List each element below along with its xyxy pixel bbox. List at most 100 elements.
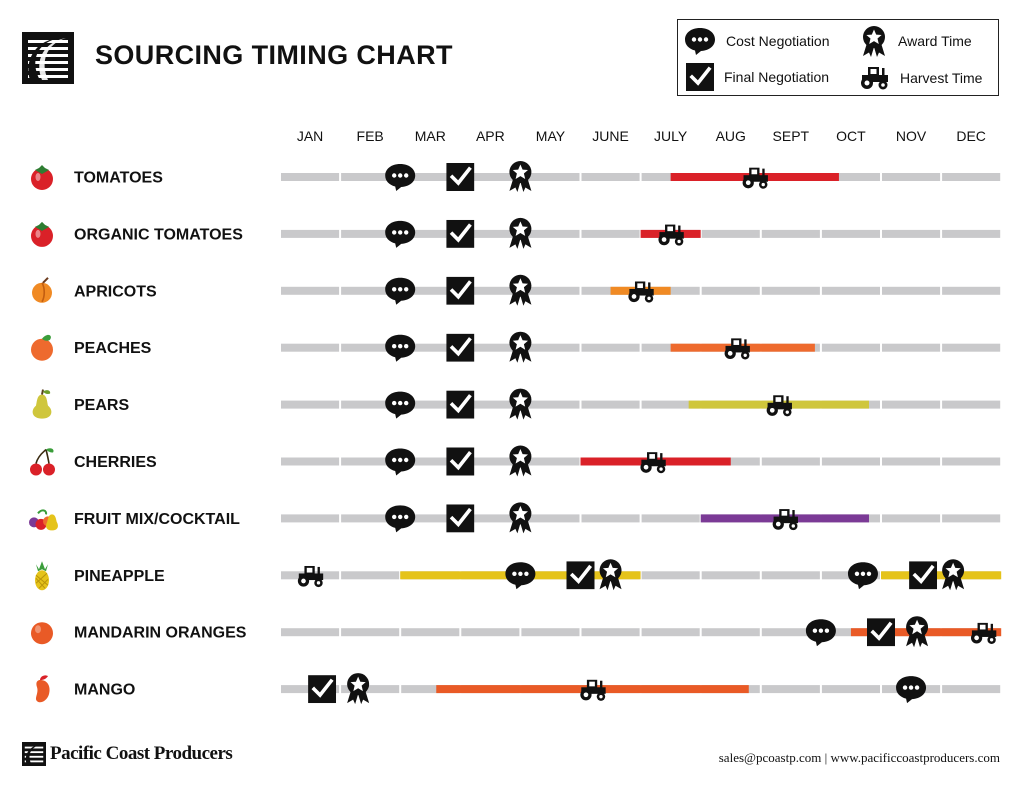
award-marker xyxy=(599,559,622,591)
award-marker xyxy=(509,217,532,249)
track-segment xyxy=(521,457,580,466)
row-pineapple: PINEAPPLE xyxy=(35,559,1002,591)
legend: Cost Negotiation Final Negotiation Award… xyxy=(677,19,999,96)
track-segment xyxy=(341,400,400,409)
harvest-marker xyxy=(772,509,798,531)
track-segment xyxy=(821,286,880,295)
final-marker xyxy=(446,504,475,533)
month-label-june: JUNE xyxy=(592,128,629,144)
cost-marker xyxy=(505,562,536,590)
track-segment xyxy=(401,685,460,694)
month-label-may: MAY xyxy=(536,128,566,144)
row-label: MANDARIN ORANGES xyxy=(74,625,247,642)
track-segment xyxy=(882,229,941,238)
final-marker xyxy=(867,618,895,647)
peach-icon xyxy=(31,334,53,361)
footer-email[interactable]: sales@pcoastp.com xyxy=(718,750,822,765)
row-mango: MANGO xyxy=(36,673,1001,705)
award-ribbon-icon xyxy=(863,26,885,57)
track-segment xyxy=(581,229,640,238)
award-marker xyxy=(509,274,532,306)
final-marker xyxy=(446,333,475,362)
track-segment xyxy=(341,286,400,295)
track-segment xyxy=(701,286,760,295)
track-segment xyxy=(701,571,760,580)
track-segment xyxy=(882,400,941,409)
track-segment xyxy=(821,229,880,238)
harvest-bar xyxy=(881,571,1002,580)
orange-icon xyxy=(31,622,53,645)
harvest-marker xyxy=(970,622,997,644)
track-segment xyxy=(341,173,400,181)
track-segment xyxy=(821,685,880,694)
row-label: APRICOTS xyxy=(74,283,157,300)
track-segment xyxy=(942,173,1001,181)
row-apricots: APRICOTS xyxy=(32,274,1001,306)
track-segment xyxy=(401,514,460,523)
row-label: TOMATOES xyxy=(74,170,163,187)
month-label-mar: MAR xyxy=(415,128,446,144)
footer-brand: Pacific Coast Producers xyxy=(50,743,233,764)
award-marker xyxy=(942,559,965,591)
harvest-marker xyxy=(724,338,750,360)
track-segment xyxy=(942,457,1001,466)
harvest-marker xyxy=(297,565,324,588)
harvest-marker xyxy=(580,679,606,701)
page-title: SOURCING TIMING CHART xyxy=(95,40,453,70)
track-segment xyxy=(281,628,340,637)
track-segment xyxy=(521,173,580,181)
month-label-feb: FEB xyxy=(357,128,384,144)
track-segment xyxy=(821,343,880,352)
tractor-icon xyxy=(861,67,888,90)
cost-marker xyxy=(385,220,416,248)
company-logo xyxy=(22,32,74,84)
track-segment xyxy=(341,571,400,580)
track-segment xyxy=(521,286,580,295)
cost-marker xyxy=(805,619,836,647)
cost-marker xyxy=(896,676,927,704)
track-segment xyxy=(341,457,400,466)
track-segment xyxy=(761,685,820,694)
track-segment xyxy=(641,343,700,352)
track-segment xyxy=(882,457,941,466)
track-segment xyxy=(882,173,941,181)
row-label: MANGO xyxy=(74,682,135,699)
track-segment xyxy=(761,286,820,295)
row-peaches: PEACHES xyxy=(31,331,1001,363)
final-marker xyxy=(446,219,475,248)
footer-logo-mark xyxy=(22,742,46,766)
cost-marker xyxy=(385,334,416,362)
row-label: ORGANIC TOMATOES xyxy=(74,226,243,243)
track-segment xyxy=(281,229,340,238)
track-segment xyxy=(341,229,400,238)
legend-item-cost: Cost Negotiation xyxy=(684,27,830,55)
track-segment xyxy=(701,628,760,637)
footer-logo: Pacific Coast Producers xyxy=(22,742,233,766)
award-marker xyxy=(509,445,532,477)
track-segment xyxy=(641,628,700,637)
track-segment xyxy=(882,286,941,295)
track-segment xyxy=(281,514,340,523)
track-segment xyxy=(641,173,700,181)
track-segment xyxy=(281,343,340,352)
award-marker xyxy=(347,673,370,705)
cost-marker xyxy=(385,164,416,191)
track-segment xyxy=(341,685,400,694)
track-segment xyxy=(401,343,460,352)
track-segment xyxy=(341,628,400,637)
footer-website[interactable]: www.pacificcoastproducers.com xyxy=(830,750,1000,765)
track-segment xyxy=(521,400,580,409)
harvest-marker xyxy=(628,281,654,303)
row-mandarin-oranges: MANDARIN ORANGES xyxy=(31,616,1002,648)
track-segment xyxy=(581,514,640,523)
track-segment xyxy=(281,457,340,466)
legend-item-award: Award Time xyxy=(860,25,972,57)
harvest-marker xyxy=(640,452,666,474)
track-segment xyxy=(761,457,820,466)
month-label-apr: APR xyxy=(476,128,505,144)
row-fruit-mix-cocktail: FRUIT MIX/COCKTAIL xyxy=(29,502,1001,534)
track-segment xyxy=(521,343,580,352)
row-pears: PEARS xyxy=(32,388,1001,420)
month-label-nov: NOV xyxy=(896,128,927,144)
